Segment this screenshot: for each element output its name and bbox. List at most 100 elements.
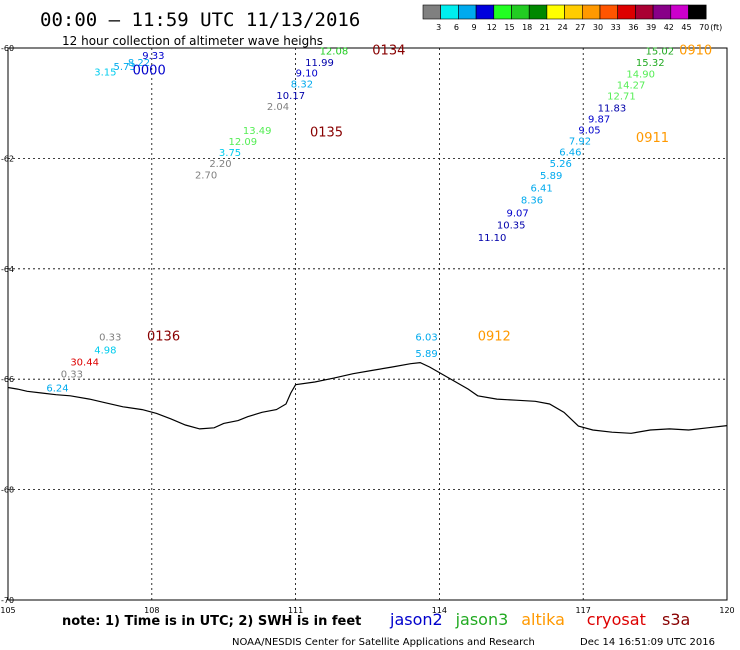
scale-swatch	[528, 4, 548, 20]
scale-swatch	[652, 4, 672, 20]
lat-tick-label: -68	[1, 486, 14, 495]
scale-label: 9	[472, 23, 477, 32]
chart-subtitle: 12 hour collection of altimeter wave hei…	[62, 34, 323, 48]
lon-tick-label: 108	[144, 606, 159, 615]
swh-value: 2.70	[195, 170, 217, 181]
swh-value: 9.10	[296, 69, 318, 80]
scale-swatch	[581, 4, 601, 20]
swh-value: 12.71	[607, 91, 636, 102]
swh-value: 9.05	[578, 126, 600, 137]
pass-time-label: 0135	[310, 125, 343, 140]
scale-swatch	[511, 4, 530, 20]
scale-label: 36	[628, 23, 638, 32]
swh-value: 9.07	[507, 208, 529, 219]
legend-s3a: s3a	[662, 610, 690, 629]
legend-jason2: jason2	[389, 610, 443, 629]
color-scale: 3 6 9 12 15 18 21 24 27 30 33 36 39 42 45 70 (ft)	[422, 4, 722, 32]
swh-value: 6.46	[559, 148, 581, 159]
scale-label: 24	[558, 23, 568, 32]
swh-value: 8.36	[521, 196, 543, 207]
lon-tick-label: 117	[576, 606, 591, 615]
swh-value: 8.22	[128, 58, 150, 69]
footer-note: note: 1) Time is in UTC; 2) SWH is in fe…	[62, 614, 361, 629]
pass-time-label: 0912	[478, 330, 511, 345]
scale-label: 21	[540, 23, 550, 32]
scale-label: 70	[699, 23, 709, 32]
scale-label: 12	[487, 23, 497, 32]
lon-tick-label: 105	[0, 606, 15, 615]
swh-value: 11.83	[598, 103, 627, 114]
pass-time-label: 0911	[636, 131, 669, 146]
lat-tick-label: -64	[1, 265, 14, 274]
lat-tick-label: -62	[1, 154, 14, 163]
scale-swatch	[440, 4, 459, 20]
scale-swatch	[493, 4, 512, 20]
swh-value: 2.20	[209, 159, 231, 170]
lat-tick-label: -60	[1, 44, 14, 53]
swh-value: 11.99	[305, 58, 334, 69]
axis-tick-labels: 105 108 111 114 117 120 -60 -62 -64 -66 -68 -70	[0, 44, 734, 615]
swh-value: 8.32	[291, 80, 313, 91]
scale-swatch	[458, 4, 477, 20]
scale-label: 3	[436, 23, 441, 32]
map-frame	[7, 47, 728, 601]
map-panel: 9.338.225.733.1512.0811.999.108.3210.172…	[7, 44, 728, 601]
scale-label: 45	[681, 23, 691, 32]
satellite-legend: jason2 jason3 altika cryosat s3a	[389, 610, 690, 629]
swh-value: 30.44	[70, 357, 99, 368]
scale-swatch	[546, 4, 565, 20]
swh-value: 4.98	[94, 345, 116, 356]
lat-tick-label: -66	[1, 375, 14, 384]
legend-cryosat: cryosat	[587, 610, 646, 629]
swh-value: 6.24	[46, 383, 68, 394]
chart-title: 00:00 – 11:59 UTC 11/13/2016	[40, 9, 360, 31]
scale-swatch	[635, 4, 654, 20]
lat-tick-label: -70	[1, 596, 14, 605]
pass-time-label: 0910	[679, 44, 712, 59]
swh-value: 14.90	[626, 69, 655, 80]
swh-value: 12.08	[320, 47, 349, 58]
swh-value: 6.03	[415, 333, 437, 344]
swh-value: 3.75	[219, 148, 241, 159]
pass-time-labels: 0000 0134 0135 0136 0910 0911 0912	[133, 44, 713, 345]
swh-value: 6.41	[530, 184, 552, 195]
pass-time-label: 0000	[133, 63, 166, 78]
scale-unit: (ft)	[710, 23, 722, 32]
scale-swatch	[617, 4, 636, 20]
scale-label: 39	[646, 23, 656, 32]
swh-value: 0.33	[61, 370, 83, 381]
swh-value: 10.35	[497, 221, 526, 232]
swh-value: 15.32	[636, 58, 665, 69]
scale-swatch	[599, 4, 619, 20]
swh-value: 5.73	[113, 62, 135, 73]
swh-value: 7.92	[569, 137, 591, 148]
scale-label: 15	[504, 23, 514, 32]
swh-value: 12.09	[228, 137, 257, 148]
coastline	[7, 361, 728, 434]
scale-label: 18	[522, 23, 532, 32]
swh-value: 2.04	[267, 102, 289, 113]
swh-value: 9.87	[588, 115, 610, 126]
swh-value: 11.10	[478, 233, 507, 244]
lon-tick-label: 120	[719, 606, 734, 615]
scale-label: 30	[593, 23, 603, 32]
scale-label: 27	[575, 23, 585, 32]
legend-jason3: jason3	[455, 610, 509, 629]
legend-altika: altika	[521, 610, 565, 629]
scale-label: 42	[664, 23, 674, 32]
footer-timestamp: Dec 14 16:51:09 UTC 2016	[580, 637, 715, 648]
swh-value: 13.49	[243, 126, 272, 137]
swh-value: 10.17	[276, 91, 305, 102]
swh-value: 9.33	[142, 51, 164, 62]
scale-swatch	[475, 4, 495, 20]
swh-value: 3.15	[94, 68, 116, 79]
scale-label: 33	[611, 23, 621, 32]
scale-label: 6	[454, 23, 459, 32]
scale-swatch	[564, 4, 583, 20]
scale-swatch	[670, 4, 689, 20]
swh-value: 5.26	[550, 159, 572, 170]
pass-time-label: 0136	[147, 330, 180, 345]
swh-value: 15.02	[646, 47, 675, 58]
footer-credit: NOAA/NESDIS Center for Satellite Applica…	[232, 637, 535, 648]
